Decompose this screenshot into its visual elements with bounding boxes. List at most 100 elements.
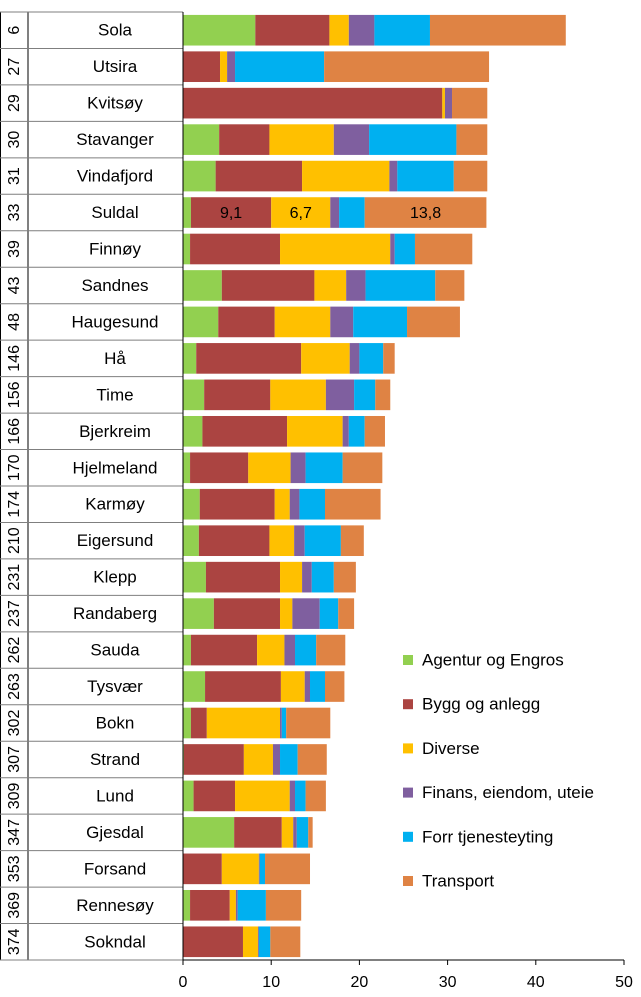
- bar-segment: [274, 488, 290, 520]
- rank-label: 170: [6, 454, 23, 481]
- x-tick-label: 20: [351, 974, 369, 991]
- bar-segment: [346, 270, 366, 301]
- bar-segment: [414, 233, 473, 265]
- bar-segment: [338, 598, 355, 629]
- bar-segment: [274, 306, 331, 338]
- bar-segment: [452, 87, 488, 119]
- bar-segment: [242, 926, 258, 958]
- bar-segment: [183, 780, 194, 812]
- bar-segment: [453, 160, 488, 192]
- bar-segment: [444, 87, 453, 119]
- bar-segment: [220, 51, 228, 83]
- legend-swatch: [403, 876, 413, 886]
- bar-segment: [265, 853, 311, 885]
- bar-segment: [314, 270, 347, 301]
- bar-segment: [183, 488, 200, 520]
- bar-segment: [190, 233, 281, 265]
- bar-segment: [204, 379, 271, 411]
- bar-segment: [290, 452, 306, 484]
- row-label: Forsand: [84, 859, 146, 878]
- bar-segment: [365, 270, 436, 301]
- bar-segment: [354, 379, 376, 411]
- bar-segment: [243, 744, 273, 775]
- bar-segment: [206, 707, 281, 739]
- rank-label: 263: [6, 673, 23, 700]
- bar-segment: [302, 561, 312, 593]
- legend-label: Bygg og anlegg: [422, 695, 540, 714]
- rank-label: 262: [6, 637, 23, 664]
- bar-segment: [316, 634, 346, 666]
- bar-segment: [258, 853, 260, 885]
- bar-segment: [340, 525, 364, 557]
- rank-label: 369: [6, 892, 23, 919]
- bar-segment: [407, 306, 460, 338]
- rank-label: 33: [6, 204, 23, 222]
- bar-segment: [269, 124, 334, 155]
- bar-segment: [258, 926, 271, 958]
- value-label: 9,1: [220, 205, 242, 222]
- rank-label: 231: [6, 564, 23, 591]
- row-label: Hjelmeland: [72, 458, 157, 477]
- bar-segment: [308, 817, 313, 848]
- row-label: Sandnes: [81, 276, 148, 295]
- row-label: Klepp: [93, 568, 136, 587]
- bar-segment: [183, 14, 256, 46]
- bar-segment: [281, 817, 294, 848]
- legend-label: Forr tjenesteyting: [422, 827, 553, 846]
- row-label: Randaberg: [73, 604, 157, 623]
- bar-segment: [205, 561, 281, 593]
- row-label: Rennesøy: [76, 896, 154, 915]
- row-label: Bjerkreim: [79, 422, 151, 441]
- rank-label: 237: [6, 600, 23, 627]
- rank-label: 27: [6, 58, 23, 76]
- legend-label: Finans, eiendom, uteie: [422, 783, 594, 802]
- rank-label: 48: [6, 313, 23, 331]
- bar-segment: [183, 707, 191, 739]
- bar-segment: [383, 343, 395, 374]
- row-label: Sauda: [90, 641, 140, 660]
- bar-segment: [289, 780, 296, 812]
- bar-segment: [183, 51, 221, 83]
- row-label: Time: [96, 385, 133, 404]
- bar-segment: [183, 233, 191, 265]
- bar-segment: [235, 889, 238, 921]
- legend-label: Diverse: [422, 739, 480, 758]
- bar-segment: [364, 415, 385, 447]
- bar-segment: [190, 197, 272, 228]
- bar-segment: [295, 780, 306, 812]
- bar-segment: [227, 51, 236, 83]
- bar-segment: [190, 889, 230, 921]
- rank-label: 174: [6, 491, 23, 518]
- rank-label: 6: [6, 26, 23, 35]
- bar-segment: [429, 14, 566, 46]
- bar-segment: [375, 379, 391, 411]
- legend-swatch: [403, 831, 413, 842]
- bar-segment: [287, 415, 343, 447]
- bar-segment: [183, 525, 199, 557]
- rank-label: 39: [6, 240, 23, 258]
- bar-segment: [235, 780, 290, 812]
- bar-segment: [269, 525, 295, 557]
- x-tick-label: 0: [179, 974, 188, 991]
- row-label: Finnøy: [89, 239, 141, 258]
- bar-segment: [183, 598, 214, 629]
- x-tick-label: 10: [262, 974, 280, 991]
- bar-segment: [394, 233, 415, 265]
- bar-segment: [213, 598, 281, 629]
- bar-segment: [359, 343, 384, 374]
- rank-label: 156: [6, 381, 23, 408]
- legend-label: Agentur og Engros: [422, 650, 564, 669]
- bar-segment: [280, 598, 293, 629]
- x-tick-label: 30: [439, 974, 457, 991]
- bar-segment: [369, 124, 457, 155]
- bar-segment: [257, 926, 259, 958]
- row-label: Gjesdal: [86, 823, 144, 842]
- bar-segment: [183, 926, 243, 958]
- bar-segment: [319, 598, 339, 629]
- bar-segment: [294, 525, 305, 557]
- bar-segment: [265, 889, 302, 921]
- rank-label: 146: [6, 345, 23, 372]
- bar-segment: [183, 671, 206, 702]
- bar-segment: [183, 124, 220, 155]
- bar-segment: [304, 525, 341, 557]
